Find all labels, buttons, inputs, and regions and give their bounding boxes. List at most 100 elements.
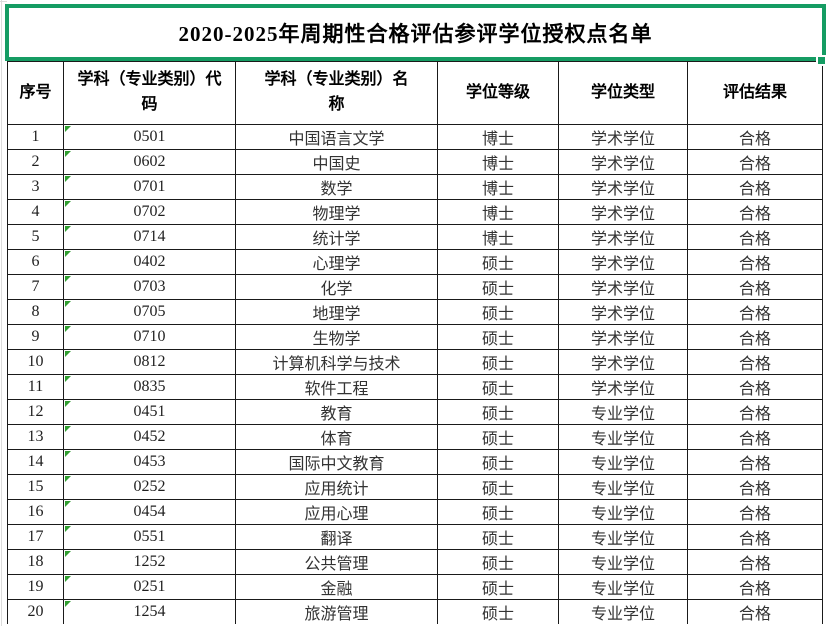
cell-index[interactable]: 14 <box>7 449 64 475</box>
cell-subject-name[interactable]: 国际中文教育 <box>235 449 438 475</box>
cell-degree-level[interactable]: 硕士 <box>437 324 559 350</box>
cell-index[interactable]: 12 <box>7 399 64 425</box>
cell-subject-name[interactable]: 中国史 <box>235 149 438 175</box>
cell-eval-result[interactable]: 合格 <box>687 474 823 500</box>
cell-index[interactable]: 5 <box>7 224 64 250</box>
cell-subject-name[interactable]: 教育 <box>235 399 438 425</box>
cell-subject-name[interactable]: 化学 <box>235 274 438 300</box>
cell-index[interactable]: 20 <box>7 599 64 624</box>
cell-eval-result[interactable]: 合格 <box>687 499 823 525</box>
cell-degree-level[interactable]: 硕士 <box>437 299 559 325</box>
cell-index[interactable]: 3 <box>7 174 64 200</box>
cell-degree-type[interactable]: 学术学位 <box>558 274 688 300</box>
cell-degree-type[interactable]: 学术学位 <box>558 374 688 400</box>
cell-degree-type[interactable]: 专业学位 <box>558 449 688 475</box>
cell-degree-type[interactable]: 专业学位 <box>558 399 688 425</box>
cell-degree-level[interactable]: 硕士 <box>437 249 559 275</box>
cell-subject-code[interactable]: 0812 <box>63 349 236 375</box>
cell-eval-result[interactable]: 合格 <box>687 424 823 450</box>
cell-subject-name[interactable]: 数学 <box>235 174 438 200</box>
cell-degree-level[interactable]: 硕士 <box>437 374 559 400</box>
cell-subject-code[interactable]: 0710 <box>63 324 236 350</box>
cell-index[interactable]: 10 <box>7 349 64 375</box>
cell-subject-code[interactable]: 0703 <box>63 274 236 300</box>
cell-degree-type[interactable]: 学术学位 <box>558 324 688 350</box>
cell-degree-level[interactable]: 硕士 <box>437 424 559 450</box>
cell-eval-result[interactable]: 合格 <box>687 274 823 300</box>
header-index[interactable]: 序号 <box>7 61 64 125</box>
cell-degree-level[interactable]: 博士 <box>437 199 559 225</box>
cell-degree-type[interactable]: 专业学位 <box>558 574 688 600</box>
cell-degree-level[interactable]: 博士 <box>437 224 559 250</box>
cell-index[interactable]: 11 <box>7 374 64 400</box>
cell-subject-code[interactable]: 1252 <box>63 549 236 575</box>
cell-subject-name[interactable]: 统计学 <box>235 224 438 250</box>
cell-subject-code[interactable]: 0551 <box>63 524 236 550</box>
cell-subject-name[interactable]: 生物学 <box>235 324 438 350</box>
cell-subject-name[interactable]: 计算机科学与技术 <box>235 349 438 375</box>
header-eval-result[interactable]: 评估结果 <box>687 61 823 125</box>
cell-subject-name[interactable]: 心理学 <box>235 249 438 275</box>
cell-subject-code[interactable]: 0453 <box>63 449 236 475</box>
cell-index[interactable]: 6 <box>7 249 64 275</box>
cell-subject-code[interactable]: 0454 <box>63 499 236 525</box>
cell-subject-code[interactable]: 0452 <box>63 424 236 450</box>
cell-degree-type[interactable]: 学术学位 <box>558 299 688 325</box>
cell-index[interactable]: 2 <box>7 149 64 175</box>
cell-eval-result[interactable]: 合格 <box>687 324 823 350</box>
cell-subject-code[interactable]: 0835 <box>63 374 236 400</box>
cell-degree-type[interactable]: 专业学位 <box>558 549 688 575</box>
cell-eval-result[interactable]: 合格 <box>687 549 823 575</box>
cell-degree-level[interactable]: 硕士 <box>437 349 559 375</box>
cell-eval-result[interactable]: 合格 <box>687 574 823 600</box>
cell-degree-level[interactable]: 博士 <box>437 124 559 150</box>
cell-degree-type[interactable]: 学术学位 <box>558 174 688 200</box>
selected-title-cell[interactable]: 2020-2025年周期性合格评估参评学位授权点名单 <box>5 4 826 61</box>
cell-eval-result[interactable]: 合格 <box>687 349 823 375</box>
cell-degree-level[interactable]: 硕士 <box>437 274 559 300</box>
cell-subject-code[interactable]: 0702 <box>63 199 236 225</box>
cell-eval-result[interactable]: 合格 <box>687 174 823 200</box>
cell-eval-result[interactable]: 合格 <box>687 299 823 325</box>
cell-subject-code[interactable]: 0602 <box>63 149 236 175</box>
cell-degree-level[interactable]: 硕士 <box>437 399 559 425</box>
cell-index[interactable]: 8 <box>7 299 64 325</box>
cell-subject-name[interactable]: 体育 <box>235 424 438 450</box>
cell-index[interactable]: 1 <box>7 124 64 150</box>
cell-eval-result[interactable]: 合格 <box>687 374 823 400</box>
cell-subject-code[interactable]: 0251 <box>63 574 236 600</box>
cell-index[interactable]: 9 <box>7 324 64 350</box>
cell-eval-result[interactable]: 合格 <box>687 224 823 250</box>
cell-eval-result[interactable]: 合格 <box>687 449 823 475</box>
cell-subject-code[interactable]: 0714 <box>63 224 236 250</box>
cell-degree-type[interactable]: 学术学位 <box>558 224 688 250</box>
cell-degree-level[interactable]: 硕士 <box>437 549 559 575</box>
cell-degree-level[interactable]: 硕士 <box>437 599 559 624</box>
cell-subject-name[interactable]: 公共管理 <box>235 549 438 575</box>
cell-degree-type[interactable]: 学术学位 <box>558 199 688 225</box>
cell-degree-level[interactable]: 博士 <box>437 174 559 200</box>
cell-index[interactable]: 16 <box>7 499 64 525</box>
cell-index[interactable]: 4 <box>7 199 64 225</box>
cell-degree-level[interactable]: 硕士 <box>437 499 559 525</box>
cell-subject-code[interactable]: 0501 <box>63 124 236 150</box>
cell-degree-level[interactable]: 硕士 <box>437 574 559 600</box>
cell-eval-result[interactable]: 合格 <box>687 249 823 275</box>
cell-index[interactable]: 18 <box>7 549 64 575</box>
cell-degree-type[interactable]: 专业学位 <box>558 524 688 550</box>
cell-subject-name[interactable]: 应用心理 <box>235 499 438 525</box>
cell-degree-type[interactable]: 专业学位 <box>558 474 688 500</box>
cell-index[interactable]: 17 <box>7 524 64 550</box>
cell-subject-code[interactable]: 0252 <box>63 474 236 500</box>
cell-degree-type[interactable]: 学术学位 <box>558 149 688 175</box>
cell-subject-name[interactable]: 地理学 <box>235 299 438 325</box>
cell-degree-level[interactable]: 硕士 <box>437 474 559 500</box>
cell-subject-code[interactable]: 1254 <box>63 599 236 624</box>
cell-index[interactable]: 19 <box>7 574 64 600</box>
cell-degree-level[interactable]: 博士 <box>437 149 559 175</box>
cell-subject-name[interactable]: 软件工程 <box>235 374 438 400</box>
cell-degree-type[interactable]: 学术学位 <box>558 124 688 150</box>
cell-degree-level[interactable]: 硕士 <box>437 449 559 475</box>
cell-degree-type[interactable]: 专业学位 <box>558 424 688 450</box>
cell-degree-type[interactable]: 专业学位 <box>558 499 688 525</box>
